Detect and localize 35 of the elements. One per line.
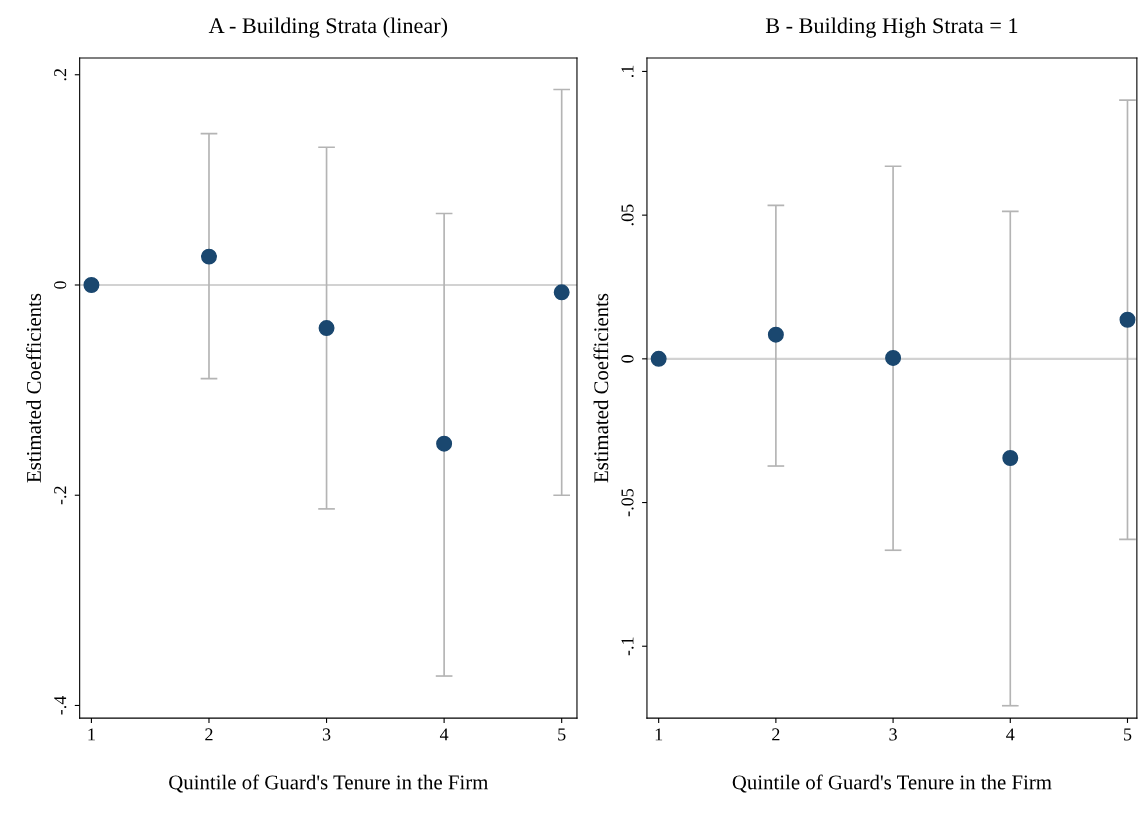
x-axis-title: Quintile of Guard's Tenure in the Firm bbox=[732, 774, 1052, 793]
point bbox=[1002, 450, 1019, 466]
x-tick-label: 2 bbox=[205, 728, 213, 741]
point bbox=[1119, 311, 1136, 328]
x-tick-label: 3 bbox=[322, 728, 331, 741]
y-tick-label: -.2 bbox=[54, 486, 67, 505]
x-tick-label: 4 bbox=[1006, 728, 1015, 741]
y-tick-label: -.05 bbox=[621, 488, 634, 517]
x-tick-label: 5 bbox=[558, 728, 566, 741]
y-tick-label: .2 bbox=[54, 68, 67, 81]
point bbox=[201, 248, 217, 265]
y-tick-label: .1 bbox=[621, 65, 634, 78]
y-tick-label: 0 bbox=[621, 355, 634, 363]
point bbox=[885, 349, 902, 366]
y-tick-label: .05 bbox=[621, 204, 634, 226]
point bbox=[767, 326, 784, 343]
x-tick-label: 3 bbox=[889, 728, 897, 741]
point bbox=[650, 350, 667, 367]
x-tick-label: 2 bbox=[772, 728, 780, 741]
chart-title: B - Building High Strata = 1 bbox=[765, 17, 1018, 38]
y-tick-label: 0 bbox=[54, 281, 67, 289]
y-tick-label: -.4 bbox=[54, 695, 67, 715]
chart-title: A - Building Strata (linear) bbox=[208, 17, 448, 38]
x-tick-label: 5 bbox=[1124, 728, 1132, 741]
y-axis-title: Estimated Coefficients bbox=[26, 293, 41, 483]
x-axis-title: Quintile of Guard's Tenure in the Firm bbox=[169, 774, 489, 793]
x-tick-label: 4 bbox=[439, 728, 449, 741]
y-axis-title: Estimated Coefficients bbox=[593, 293, 609, 483]
point bbox=[553, 284, 570, 301]
x-tick-label: 1 bbox=[655, 728, 663, 741]
x-tick-label: 1 bbox=[88, 728, 95, 741]
point bbox=[318, 320, 335, 337]
y-tick-label: -.1 bbox=[621, 637, 634, 656]
point bbox=[83, 277, 100, 293]
point bbox=[436, 435, 453, 452]
